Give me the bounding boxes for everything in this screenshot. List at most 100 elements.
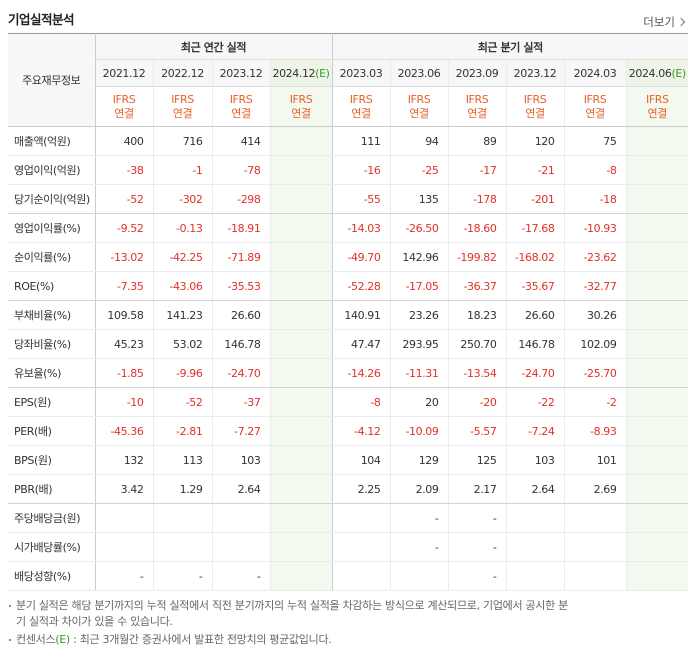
value-cell [625, 126, 689, 156]
value-cell [269, 126, 332, 156]
value-cell: -199.82 [447, 242, 506, 272]
value-cell: 250.70 [447, 329, 506, 359]
value-cell: 3.42 [94, 474, 153, 504]
value-cell: 103 [505, 445, 564, 475]
value-cell: - [389, 532, 448, 562]
section-title: 기업실적분석 [8, 12, 75, 27]
period-label: 2023.09 [455, 66, 499, 80]
accounting-standard: IFRS 연결 [152, 86, 212, 127]
value-cell [269, 242, 332, 272]
value-cell: -49.70 [331, 242, 390, 272]
standard-row: IFRS 연결 IFRS 연결 IFRS 연결 IFRS 연결 IFRS 연결 IFRS 연결 IFRS… [8, 86, 689, 127]
basis-label: 연결 [231, 106, 251, 120]
value-cell: 113 [152, 445, 212, 475]
value-cell [625, 300, 689, 330]
value-cell: 103 [211, 445, 270, 475]
value-cell: 102.09 [563, 329, 626, 359]
value-cell: -18 [563, 184, 626, 214]
value-cell: -8.93 [563, 416, 626, 446]
standard-label: IFRS [645, 92, 669, 106]
value-cell: -7.24 [505, 416, 564, 446]
value-cell: -45.36 [94, 416, 153, 446]
basis-label: 연결 [409, 106, 429, 120]
value-cell: -25.70 [563, 358, 626, 388]
row-label: 영업이익(억원) [8, 155, 95, 185]
period: 2023.12 [211, 59, 270, 87]
period-label: 2024.12 [272, 66, 316, 80]
accounting-standard: IFRS 연결 [505, 86, 564, 127]
value-cell: -35.67 [505, 271, 564, 301]
period-label: 2021.12 [102, 66, 146, 80]
value-cell: 47.47 [331, 329, 390, 359]
value-cell: -17.05 [389, 271, 448, 301]
standard-label: IFRS [171, 92, 194, 106]
data-row: 영업이익률(%) -9.52 -0.13 -18.91 -14.03 -26.50 -18.… [8, 213, 689, 243]
basis-label: 연결 [647, 106, 668, 120]
row-label: 시가배당률(%) [8, 532, 95, 562]
value-cell: -43.06 [152, 271, 212, 301]
value-cell [625, 532, 689, 562]
value-cell: -8 [563, 155, 626, 185]
value-cell: 104 [331, 445, 390, 475]
data-row: 영업이익(억원) -38 -1 -78 -16 -25 -17 -21 -8 [8, 155, 689, 185]
value-cell: 26.60 [505, 300, 564, 330]
value-cell: -36.37 [447, 271, 506, 301]
standard-label: IFRS [583, 92, 607, 106]
data-row: 시가배당률(%) - - [8, 532, 689, 562]
value-cell: -23.62 [563, 242, 626, 272]
value-cell [152, 532, 212, 562]
value-cell: 716 [152, 126, 212, 156]
period-label: 2022.12 [161, 66, 204, 80]
value-cell: - [152, 561, 212, 591]
accounting-standard: IFRS 연결 [94, 86, 153, 127]
row-label: PBR(배) [8, 474, 95, 504]
row-label: 당기순이익(억원) [8, 184, 95, 214]
period: 2024.12(E) [269, 59, 332, 87]
period: 2023.03 [331, 59, 390, 87]
table-body: 매출액(억원) 400 716 414 111 94 89 120 75 영업이익(억원) -38-… [8, 126, 689, 591]
value-cell: -9.52 [94, 213, 153, 243]
value-cell: -2 [563, 387, 626, 417]
value-cell: -22 [505, 387, 564, 417]
standard-label: IFRS [407, 92, 431, 106]
value-cell: -16 [331, 155, 390, 185]
value-cell [625, 416, 689, 446]
value-cell: -168.02 [505, 242, 564, 272]
value-cell: 2.09 [389, 474, 448, 504]
value-cell: -52 [152, 387, 212, 417]
value-cell [625, 445, 689, 475]
accounting-standard: IFRS 연결 [625, 86, 689, 127]
value-cell: -178 [447, 184, 506, 214]
standard-label: IFRS [523, 92, 547, 106]
value-cell: -71.89 [211, 242, 270, 272]
row-label: 유보율(%) [8, 358, 95, 388]
value-cell [331, 503, 390, 533]
data-row: 당좌비율(%) 45.23 53.02 146.78 47.47 293.95 250.70… [8, 329, 689, 359]
value-cell: 53.02 [152, 329, 212, 359]
value-cell [269, 532, 332, 562]
corner-label: 주요재무정보 [8, 33, 95, 127]
value-cell: -55 [331, 184, 390, 214]
data-row: 부채비율(%) 109.58 141.23 26.60 140.91 23.26 18.23… [8, 300, 689, 330]
value-cell: -24.70 [505, 358, 564, 388]
value-cell: 30.26 [563, 300, 626, 330]
value-cell: 89 [447, 126, 506, 156]
value-cell: -37 [211, 387, 270, 417]
value-cell: -1 [152, 155, 212, 185]
value-cell: -9.96 [152, 358, 212, 388]
basis-label: 연결 [525, 106, 545, 120]
value-cell [505, 532, 564, 562]
data-row: 매출액(억원) 400 716 414 111 94 89 120 75 [8, 126, 689, 156]
basis-label: 연결 [172, 106, 193, 120]
value-cell: -10 [94, 387, 153, 417]
more-link[interactable]: 더보기 [643, 14, 684, 30]
accounting-standard: IFRS 연결 [447, 86, 506, 127]
value-cell: -8 [331, 387, 390, 417]
row-label: BPS(원) [8, 445, 95, 475]
value-cell: -24.70 [211, 358, 270, 388]
value-cell: 2.69 [563, 474, 626, 504]
estimate-mark: (E) [315, 66, 330, 80]
value-cell: 135 [389, 184, 448, 214]
